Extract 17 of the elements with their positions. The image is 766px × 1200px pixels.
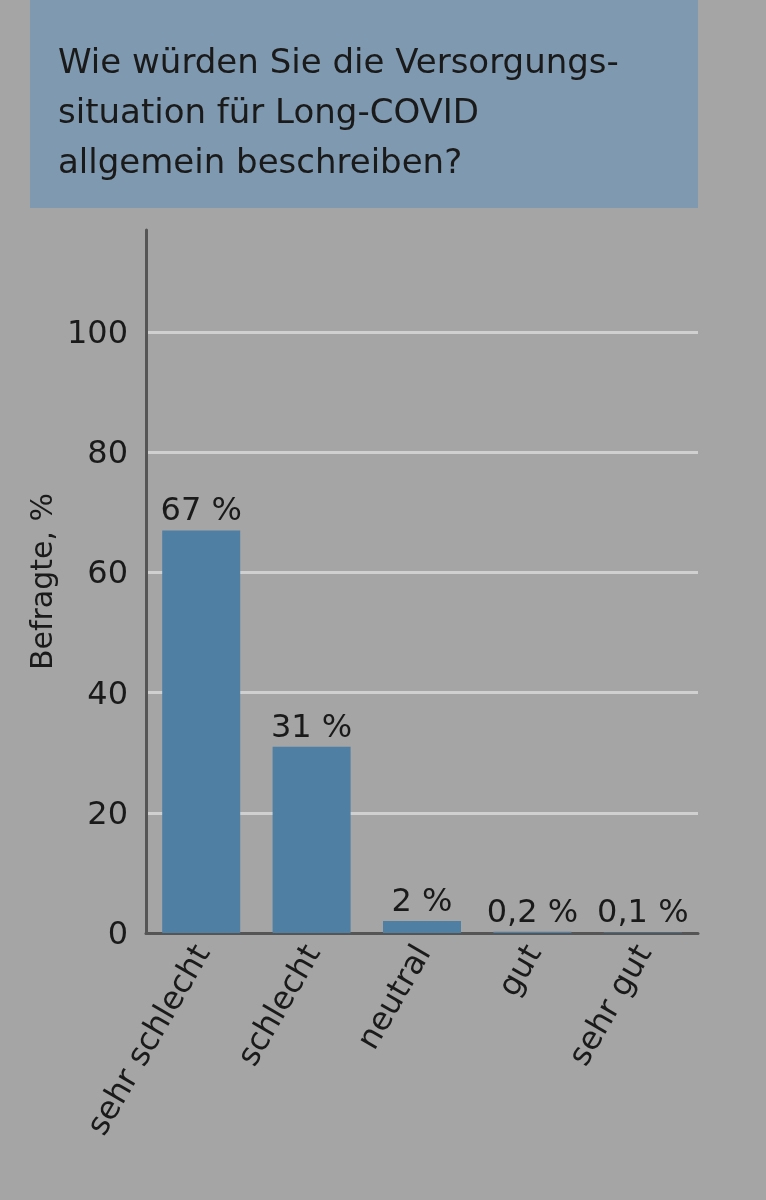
y-axis-title: Befragte, % xyxy=(23,492,59,671)
chart-title: Wie würden Sie die Versorgungs- situation für Long-COVID allgemein beschreiben? xyxy=(30,0,698,208)
data-label: 0,1 % xyxy=(597,892,689,931)
y-tick-label: 0 xyxy=(107,914,128,952)
x-tick-label: gut xyxy=(489,937,549,1003)
y-tick-label: 100 xyxy=(66,313,128,352)
bar xyxy=(383,920,461,933)
bar xyxy=(162,530,241,933)
data-label: 31 % xyxy=(270,706,353,745)
y-tick-label: 80 xyxy=(87,433,128,472)
y-tick-label: 20 xyxy=(87,793,128,832)
data-label: 0,2 % xyxy=(486,891,579,930)
bar xyxy=(272,746,351,933)
data-label: 67 % xyxy=(160,490,242,529)
y-tick-label: 40 xyxy=(87,673,128,712)
y-tick-label: 60 xyxy=(87,553,128,592)
data-label: 2 % xyxy=(391,880,453,919)
